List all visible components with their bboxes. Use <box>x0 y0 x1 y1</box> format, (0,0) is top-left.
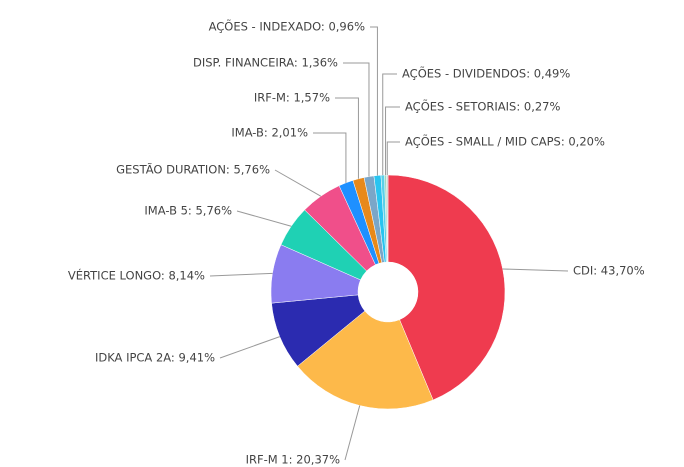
leader-line <box>274 169 322 197</box>
leader-line <box>344 405 361 461</box>
donut-slice <box>297 310 434 410</box>
slice-label: AÇÕES - INDEXADO: 0,96% <box>209 19 365 34</box>
leader-line <box>219 336 281 359</box>
slice-label: IRF-M: 1,57% <box>254 91 330 105</box>
slice-label: AÇÕES - DIVIDENDOS: 0,49% <box>402 66 570 81</box>
slice-label: IMA-B: 2,01% <box>231 126 308 140</box>
slice-label: IRF-M 1: 20,37% <box>246 453 340 467</box>
leader-line <box>502 268 569 272</box>
donut-slice <box>386 174 389 263</box>
leader-line <box>236 210 292 227</box>
leader-line <box>382 73 397 176</box>
slice-label: DISP. FINANCEIRA: 1,36% <box>193 56 338 70</box>
slice-label: AÇÕES - SETORIAIS: 0,27% <box>405 99 560 114</box>
leader-line <box>209 272 273 277</box>
slice-label: IMA-B 5: 5,76% <box>144 204 232 218</box>
slice-label: GESTÃO DURATION: 5,76% <box>116 162 270 177</box>
leader-line <box>386 141 400 176</box>
leader-line <box>370 26 378 176</box>
leader-line <box>343 62 370 177</box>
slice-label: IDKA IPCA 2A: 9,41% <box>95 351 215 365</box>
donut-slice <box>387 174 506 401</box>
slice-label: AÇÕES - SMALL / MID CAPS: 0,20% <box>405 134 605 149</box>
slice-label: VÉRTICE LONGO: 8,14% <box>68 268 205 283</box>
slice-label: CDI: 43,70% <box>573 264 645 278</box>
leader-line <box>385 106 400 176</box>
leader-line <box>313 132 347 183</box>
leader-line <box>335 97 359 179</box>
